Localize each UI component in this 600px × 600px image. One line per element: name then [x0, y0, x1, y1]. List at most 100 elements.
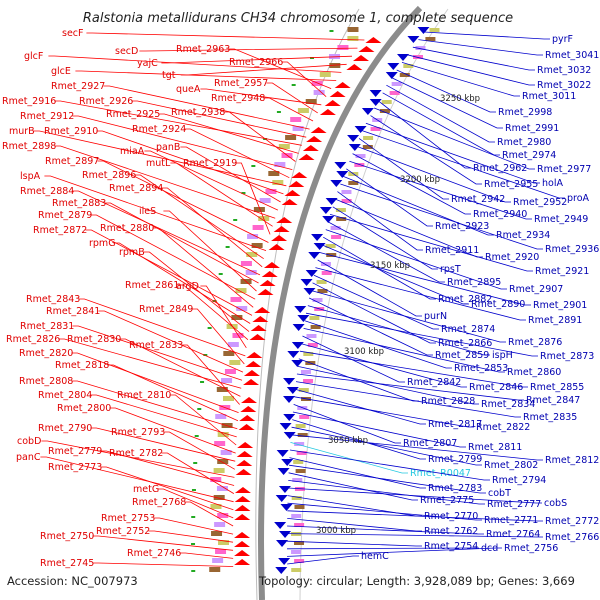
leader-line-rmet-2802 [291, 426, 482, 466]
rna-mark [194, 435, 199, 437]
category-block [331, 235, 342, 239]
leader-line-rmet-2966 [281, 61, 327, 97]
reverse-gene-arrow [280, 504, 293, 511]
gene-label-rmet-2842: Rmet_2842 [407, 377, 461, 388]
category-block [252, 225, 264, 230]
forward-gene-arrow [234, 487, 251, 493]
gene-label-rpst: rpsT [440, 264, 461, 275]
category-block [296, 451, 307, 455]
reverse-gene-arrow [291, 342, 304, 349]
category-block [220, 450, 232, 455]
reverse-gene-arrow [278, 486, 291, 493]
leader-line-rmet-2866 [312, 282, 436, 344]
forward-gene-arrow [273, 226, 290, 232]
gene-label-rmet-2936: Rmet_2936 [545, 244, 599, 255]
leader-line-rmet-2977 [373, 107, 535, 170]
category-block [291, 550, 302, 554]
leader-line-purn [317, 259, 422, 317]
forward-gene-arrow [263, 262, 280, 268]
category-block [307, 343, 318, 347]
forward-gene-arrow [238, 424, 255, 430]
gene-label-rmet-2782: Rmet_2782 [109, 448, 163, 459]
reverse-gene-arrow [325, 198, 338, 205]
rna-mark [191, 543, 196, 545]
leader-line-rmet-2754 [287, 540, 422, 547]
category-block [251, 243, 263, 248]
category-block [285, 135, 297, 140]
gene-label-rmet-2771: Rmet_2771 [484, 515, 538, 526]
leader-line-rmet-2849 [191, 308, 245, 365]
gene-label-rmet-2998: Rmet_2998 [498, 107, 552, 118]
forward-gene-arrow [234, 505, 251, 511]
gene-label-rmet-2768: Rmet_2768 [132, 497, 186, 508]
gene-label-rpmb: rpmB [119, 247, 145, 258]
gene-label-rmet-2808: Rmet_2808 [19, 376, 73, 387]
category-block [210, 504, 222, 509]
category-block [329, 63, 341, 68]
leader-line-rmet-2746 [179, 552, 234, 559]
leader-line-rmet-2752 [148, 530, 234, 543]
topology-label: Topology: circular; Length: 3,928,089 bp… [258, 574, 575, 588]
forward-gene-arrow [261, 271, 278, 277]
category-block [294, 505, 305, 509]
rna-mark [291, 84, 296, 86]
reverse-gene-arrow [369, 90, 382, 97]
reverse-gene-arrow [322, 216, 335, 223]
gene-label-rmet-2752: Rmet_2752 [96, 526, 150, 537]
forward-gene-arrow [324, 100, 341, 106]
reverse-gene-arrow [305, 270, 318, 277]
leader-line-rmet-2779 [100, 450, 235, 486]
gene-label-rmet-2846: Rmet_2846 [469, 382, 523, 393]
leader-line-rmet-2882 [323, 236, 436, 300]
category-block [213, 468, 225, 473]
forward-gene-arrow [329, 91, 346, 97]
category-block [230, 297, 242, 302]
map-title: Ralstonia metallidurans CH34 chromosome … [83, 11, 513, 26]
leader-line-rmet-2957 [266, 82, 318, 114]
leader-line-rmet-2912 [72, 115, 293, 170]
leader-line-rmet-2771 [287, 502, 482, 521]
forward-gene-arrow [288, 181, 305, 187]
category-block [415, 46, 426, 50]
leader-line-lspa [44, 175, 267, 251]
leader-line-rmet-2955 [370, 115, 482, 185]
category-block [216, 387, 228, 392]
rna-mark [218, 273, 223, 275]
gene-label-rmet-2901: Rmet_2901 [533, 300, 587, 311]
gene-label-rmet-2834: Rmet_2834 [481, 399, 535, 410]
leader-line-rmet-2924 [184, 128, 290, 179]
category-block [309, 316, 320, 320]
forward-gene-arrow [358, 46, 375, 52]
gene-label-rmet-2762: Rmet_2762 [424, 526, 478, 537]
gene-label-rmet-2800: Rmet_2800 [57, 403, 111, 414]
leader-line-rmet-2874 [313, 274, 439, 330]
leader-line-dcd [287, 547, 479, 550]
reverse-gene-arrow [300, 279, 313, 286]
reverse-gene-arrow [281, 459, 294, 466]
leader-line-rmet-2775 [288, 472, 418, 501]
category-block [217, 459, 229, 464]
leader-line-rmet-2963 [228, 48, 332, 89]
gene-label-rmet-2754: Rmet_2754 [424, 541, 478, 552]
gene-label-rmet-2977: Rmet_2977 [537, 164, 591, 175]
forward-gene-arrow [237, 442, 254, 448]
rna-mark [212, 300, 217, 302]
reverse-gene-arrow [275, 567, 288, 574]
reverse-gene-arrow [275, 495, 288, 502]
leader-line-rmet-3041 [418, 39, 543, 56]
forward-gene-arrow [236, 460, 253, 466]
category-block [381, 100, 392, 104]
category-block [223, 396, 235, 401]
forward-gene-arrow [250, 325, 267, 331]
reverse-gene-arrow [303, 288, 316, 295]
forward-gene-arrow [276, 217, 293, 223]
category-block [313, 90, 325, 95]
rna-mark [329, 30, 334, 32]
category-block [224, 369, 236, 374]
leader-line-rmet-r0047 [290, 442, 408, 474]
forward-gene-arrow [353, 55, 370, 61]
category-block [299, 415, 310, 419]
gene-label-rmet-2962: Rmet_2962 [473, 163, 527, 174]
leader-line-rmet-2826 [58, 338, 242, 389]
